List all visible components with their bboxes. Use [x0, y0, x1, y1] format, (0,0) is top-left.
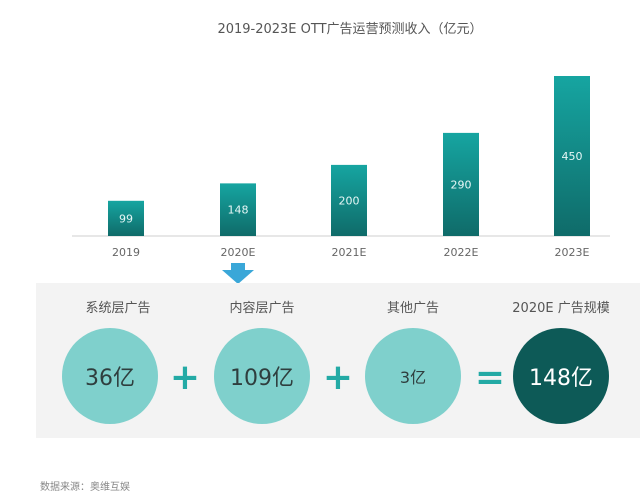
bar-value-label: 450 — [562, 150, 583, 163]
content-ad-value: 109亿 — [230, 366, 294, 391]
data-source: 数据来源：奥维互娱 — [40, 482, 130, 493]
plus-operator: + — [322, 357, 354, 398]
x-tick-label: 2022E — [444, 246, 479, 259]
x-tick-label: 2023E — [555, 246, 590, 259]
bar-2020E — [220, 183, 256, 236]
bar-value-label: 290 — [451, 178, 472, 191]
system-ad-circle: 36亿 — [62, 328, 158, 424]
other-ad-label: 其他广告 — [386, 301, 440, 316]
total-ad-circle: 148亿 — [513, 328, 609, 424]
bar-2023E — [554, 76, 590, 236]
bar-value-label: 148 — [228, 204, 249, 217]
system-ad-label: 系统层广告 — [85, 301, 151, 316]
total-ad-label: 2020E 广告规模 — [512, 301, 610, 316]
bar-value-label: 200 — [339, 194, 360, 207]
bar-2021E — [331, 164, 367, 236]
equals-operator: = — [474, 357, 506, 398]
other-ad-value: 3亿 — [399, 368, 427, 387]
total-ad-value: 148亿 — [529, 366, 593, 391]
other-ad-circle: 3亿 — [365, 328, 461, 424]
system-ad-value: 36亿 — [85, 366, 135, 391]
bar-2019 — [108, 200, 144, 236]
down-arrow-icon — [222, 263, 254, 284]
content-ad-label: 内容层广告 — [229, 301, 295, 316]
plus-operator: + — [169, 357, 201, 398]
bar-value-label: 99 — [119, 212, 133, 225]
chart-title: 2019-2023E OTT广告运营预测收入（亿元） — [217, 22, 482, 37]
x-tick-label: 2020E — [221, 246, 256, 259]
bar-chart: 2019-2023E OTT广告运营预测收入（亿元） 99 148 200 290 45… — [72, 22, 610, 284]
x-tick-label: 2019 — [112, 246, 140, 259]
x-tick-label: 2021E — [332, 246, 367, 259]
content-ad-circle: 109亿 — [214, 328, 310, 424]
bar-2022E — [443, 132, 479, 236]
